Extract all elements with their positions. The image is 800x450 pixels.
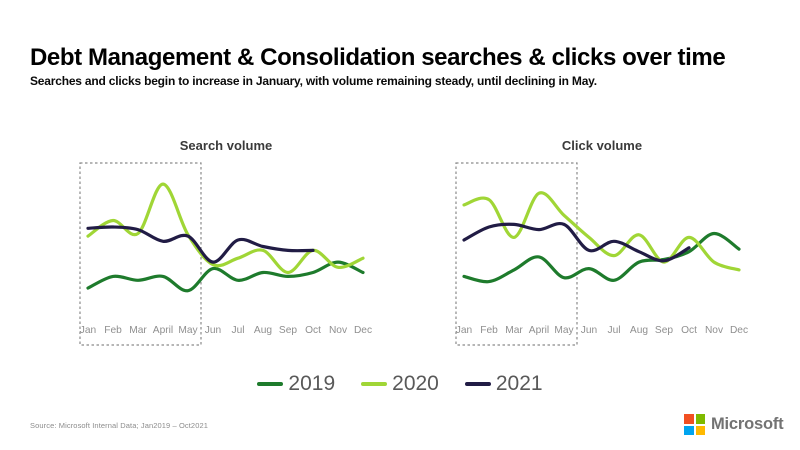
- x-axis-label-april: April: [529, 325, 549, 336]
- click-volume-chart: Click volume Jan Feb Mar April May Jun Jul Aug S…: [442, 130, 762, 368]
- series-line-2019: [462, 231, 741, 284]
- x-axis-label-sep: Sep: [655, 325, 673, 336]
- microsoft-logo-icon: [684, 414, 705, 435]
- click-volume-chart-plot: Jan Feb Mar April May Jun Jul Aug Sep Oct Nov Dec: [455, 162, 748, 346]
- x-axis-label-mar: Mar: [129, 325, 147, 336]
- x-axis-label-feb: Feb: [104, 325, 122, 336]
- x-axis-label-dec: Dec: [354, 325, 372, 336]
- x-axis-label-nov: Nov: [329, 325, 348, 336]
- search-volume-chart-title: Search volume: [179, 138, 273, 153]
- highlight-region-jan-may: [79, 162, 202, 346]
- legend-swatch-2021-icon: [464, 382, 491, 386]
- x-axis-label-nov: Nov: [705, 325, 724, 336]
- ms-logo-square-blue: [684, 425, 694, 435]
- series-line-2020: [462, 191, 741, 272]
- legend-item-2021: 2021: [464, 372, 543, 396]
- legend-label-2020: 2020: [392, 372, 439, 395]
- x-axis-label-oct: Oct: [305, 325, 321, 336]
- legend-item-2020: 2020: [361, 372, 439, 396]
- legend-label-2021: 2021: [495, 372, 543, 395]
- legend-label-2019: 2019: [288, 372, 336, 395]
- series-line-2021: [462, 222, 691, 263]
- x-axis-label-dec: Dec: [730, 325, 748, 336]
- legend-swatch-2020-icon: [361, 382, 388, 386]
- source-note: Source: Microsoft Internal Data; Jan2019…: [30, 421, 209, 430]
- legend: 2019 2020 2021: [0, 372, 800, 396]
- search-volume-chart-plot: Jan Feb Mar April May Jun Jul Aug Sep Oct Nov Dec: [79, 162, 372, 346]
- x-axis-label-oct: Oct: [681, 325, 697, 336]
- series-line-2019: [86, 260, 365, 293]
- x-axis-label-aug: Aug: [254, 325, 272, 336]
- microsoft-wordmark: Microsoft: [711, 415, 784, 433]
- legend-swatch-2019-icon: [257, 382, 284, 386]
- x-axis-label-aug: Aug: [630, 325, 648, 336]
- x-axis-label-sep: Sep: [279, 325, 297, 336]
- x-axis-label-jun: Jun: [581, 325, 597, 336]
- x-axis-label-april: April: [153, 325, 173, 336]
- page-title: Debt Management & Consolidation searches…: [30, 44, 726, 72]
- series-line-2021: [86, 225, 315, 264]
- x-axis-label-may: May: [178, 325, 198, 336]
- x-axis-label-jul: Jul: [231, 325, 244, 336]
- click-volume-chart-title: Click volume: [561, 138, 643, 153]
- highlight-region-jan-may: [455, 162, 578, 346]
- x-axis-label-jun: Jun: [205, 325, 221, 336]
- ms-logo-square-green: [695, 414, 705, 424]
- x-axis-label-may: May: [554, 325, 574, 336]
- series-line-2020: [86, 182, 365, 275]
- legend-item-2019: 2019: [257, 372, 335, 396]
- search-volume-chart: Search volume Jan Feb Mar April May Jun Jul Aug…: [66, 130, 386, 368]
- ms-logo-square-red: [684, 414, 694, 424]
- x-axis-label-mar: Mar: [505, 325, 523, 336]
- ms-logo-square-yellow: [695, 425, 705, 435]
- page-subtitle: Searches and clicks begin to increase in…: [30, 74, 597, 88]
- x-axis-label-feb: Feb: [480, 325, 498, 336]
- x-axis-label-jan: Jan: [80, 325, 96, 336]
- microsoft-logo: Microsoft: [684, 414, 784, 435]
- x-axis-label-jul: Jul: [607, 325, 620, 336]
- x-axis-label-jan: Jan: [456, 325, 472, 336]
